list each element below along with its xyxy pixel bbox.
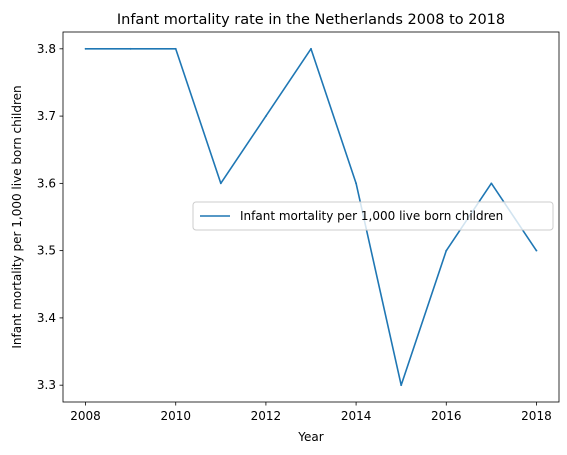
y-tick-label: 3.3 (37, 378, 56, 392)
y-tick-label: 3.4 (37, 311, 56, 325)
data-point (174, 47, 177, 50)
legend-box (192, 201, 554, 231)
x-tick-label: 2014 (341, 409, 372, 423)
x-tick-label: 2016 (431, 409, 462, 423)
x-tick-label: 2010 (160, 409, 191, 423)
y-tick-label: 3.7 (37, 109, 56, 123)
y-tick-label: 3.6 (37, 176, 56, 190)
x-axis-ticks: 2008 2010 2012 2014 2016 2018 (70, 402, 552, 423)
data-point (265, 115, 267, 117)
data-point (445, 249, 448, 252)
data-point (490, 182, 493, 185)
data-point (535, 249, 538, 252)
chart-title: Infant mortality rate in the Netherlands… (117, 12, 505, 28)
data-point (400, 384, 403, 387)
y-tick-label: 3.8 (37, 42, 56, 56)
data-point (355, 182, 357, 185)
data-point (219, 182, 222, 185)
data-point (84, 47, 87, 50)
y-axis-label: Infant mortality per 1,000 live born chi… (10, 85, 24, 348)
y-tick-label: 3.5 (37, 244, 56, 258)
y-axis-ticks: 3.3 3.4 3.5 3.6 3.7 3.8 (37, 42, 63, 392)
x-tick-label: 2008 (70, 409, 101, 423)
data-point (310, 47, 312, 50)
data-point (129, 47, 132, 50)
legend: Infant mortality per 1,000 live born chi… (192, 201, 554, 231)
x-tick-label: 2012 (251, 409, 282, 423)
x-tick-label: 2018 (521, 409, 552, 423)
legend-label: Infant mortality per 1,000 live born chi… (240, 209, 503, 223)
x-axis-label: Year (297, 430, 323, 444)
